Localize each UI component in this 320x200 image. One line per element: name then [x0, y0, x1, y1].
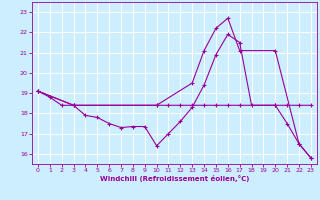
X-axis label: Windchill (Refroidissement éolien,°C): Windchill (Refroidissement éolien,°C): [100, 175, 249, 182]
